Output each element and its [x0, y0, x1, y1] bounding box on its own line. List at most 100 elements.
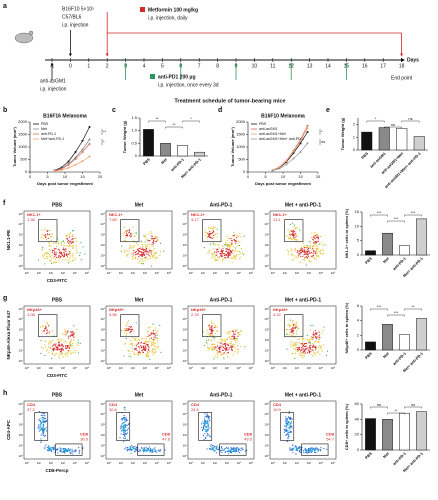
flow-event: [123, 249, 125, 251]
flow-tick-label: 10⁴: [182, 317, 187, 321]
flow-event: [138, 350, 140, 352]
bar: [413, 136, 425, 151]
flow-event: [138, 251, 140, 253]
flow-event: [240, 330, 242, 332]
flow-event: [293, 255, 295, 257]
flow-event: [216, 445, 218, 447]
flow-event: [296, 350, 298, 352]
flow-title: Met: [135, 297, 144, 303]
flow-event: [305, 345, 307, 347]
flow-event: [46, 255, 48, 257]
flow-event: [310, 351, 312, 353]
x-tick-label: PBS: [361, 151, 370, 160]
flow-event: [216, 326, 218, 328]
flow-event: [235, 337, 237, 340]
significance-bracket: [404, 214, 422, 217]
flow-event: [44, 327, 46, 329]
flow-event: [210, 445, 212, 447]
flow-event: [216, 352, 218, 354]
flow-event: [234, 333, 236, 336]
flow-event: [145, 248, 148, 250]
flow-event: [148, 327, 150, 329]
flow-event: [298, 250, 300, 252]
flow-event: [288, 433, 290, 435]
flow-event: [211, 327, 213, 329]
flow-event: [65, 245, 67, 247]
flow-event: [50, 340, 52, 342]
flow-event: [214, 343, 216, 346]
flow-event: [209, 334, 212, 337]
flow-event: [308, 255, 310, 257]
flow-event: [45, 326, 47, 329]
flow-event: [288, 421, 290, 424]
flow-event: [292, 448, 294, 450]
flow-event: [312, 252, 314, 254]
flow-event: [304, 451, 307, 454]
flow-event: [41, 433, 43, 435]
flow-event: [72, 238, 74, 240]
flow-event: [224, 257, 226, 259]
flow-event: [221, 446, 223, 449]
flow-event: [153, 330, 155, 332]
flow-event: [129, 235, 131, 237]
flow-event: [309, 451, 311, 453]
flow-event: [130, 253, 133, 255]
flow-event: [229, 336, 231, 338]
flow-event: [293, 447, 295, 449]
flow-event: [227, 256, 229, 258]
flow-event: [73, 349, 75, 352]
flow-event: [206, 329, 208, 331]
flow-event: [291, 233, 293, 235]
flow-event: [205, 234, 207, 236]
flow-event: [283, 431, 285, 433]
flow-event: [315, 347, 317, 350]
flow-event: [232, 330, 234, 332]
flow-event: [43, 421, 45, 424]
flow-event: [78, 447, 80, 449]
flow-event: [152, 243, 155, 245]
flow-event: [146, 344, 149, 346]
flow-event: [132, 254, 134, 256]
flow-event: [153, 237, 156, 239]
flow-event: [230, 449, 232, 451]
x-tick-label: Met: [382, 451, 390, 459]
flow-title: PBS: [52, 392, 63, 398]
flow-event: [140, 241, 142, 243]
flow-event: [298, 352, 300, 355]
flow-event: [299, 252, 302, 254]
flow-event: [51, 233, 53, 235]
flow-event: [291, 353, 293, 355]
flow-event: [218, 256, 220, 259]
flow-event: [201, 429, 204, 432]
flow-tick-label: 10⁵: [18, 402, 23, 406]
flow-event: [234, 240, 237, 242]
flow-event: [287, 416, 290, 418]
flow-tick-label: 10¹: [119, 461, 123, 465]
flow-event: [310, 325, 312, 327]
flow-event: [315, 349, 317, 351]
flow-tick-label: 10⁴: [100, 222, 105, 226]
flow-event: [135, 322, 137, 324]
flow-event: [150, 249, 152, 252]
flow-event: [235, 450, 238, 452]
flow-event: [127, 427, 129, 430]
flow-event: [298, 446, 300, 448]
flow-event: [154, 350, 156, 353]
flow-event: [154, 336, 157, 338]
flow-event: [295, 446, 297, 448]
flow-event: [242, 252, 244, 254]
flow-event: [52, 448, 55, 450]
flow-event: [37, 259, 40, 261]
flow-event: [59, 357, 61, 359]
flow-event: [146, 353, 148, 355]
flow-event: [289, 233, 291, 236]
gate-name: CD4: [27, 402, 36, 407]
flow-event: [40, 414, 42, 417]
flow-event: [221, 449, 223, 451]
flow-event: [234, 255, 236, 258]
flow-tick-label: 10¹: [183, 443, 187, 447]
flow-event: [125, 338, 128, 340]
flow-event: [41, 248, 43, 250]
significance: ***: [394, 310, 399, 315]
flow-event: [222, 340, 224, 342]
